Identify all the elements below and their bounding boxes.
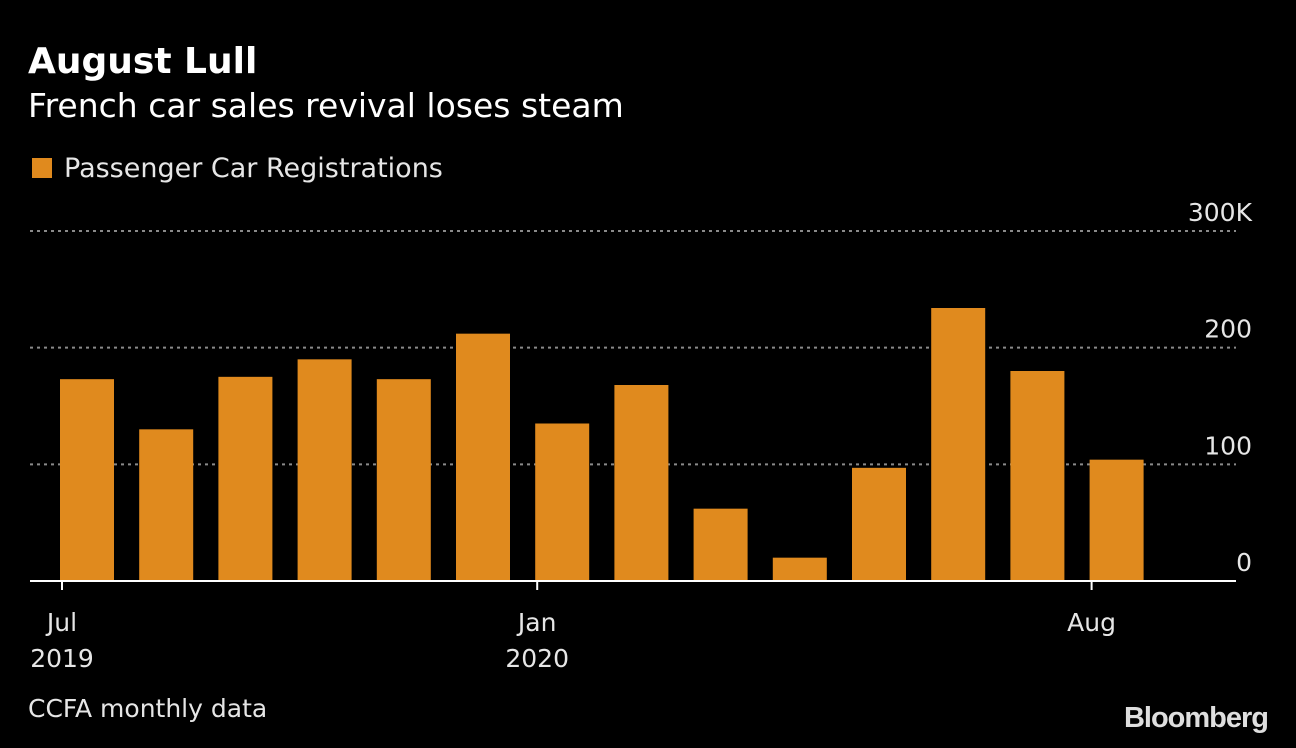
bar [614,385,669,581]
bar [931,308,986,581]
bar [139,429,194,581]
bar [852,467,906,581]
x-tick-label: Aug [1067,608,1116,637]
bar [297,359,352,581]
bar [1089,459,1144,581]
bar [693,508,748,581]
bar [1010,371,1065,581]
bar [535,423,590,581]
bar [772,557,827,581]
bar [456,333,510,581]
legend: Passenger Car Registrations [32,150,443,186]
bloomberg-logo: Bloomberg [1123,702,1269,734]
y-tick-label: 0 [1236,548,1252,577]
x-tick-label: Jul [45,608,77,637]
chart-subtitle: French car sales revival loses steam [28,86,624,125]
x-tick-label: Jan [516,608,557,637]
bar [218,376,273,581]
y-tick-label: 200 [1204,315,1252,344]
legend-label: Passenger Car Registrations [64,152,443,184]
bar [60,379,114,581]
legend-swatch [32,158,52,178]
x-tick-year-label: 2019 [30,644,94,673]
x-tick-year-label: 2020 [505,644,569,673]
bar [376,379,431,581]
y-tick-label: 100 [1204,431,1252,460]
y-tick-label: 300K [1188,198,1253,227]
chart-title: August Lull [28,41,258,82]
source-note: CCFA monthly data [28,694,268,723]
